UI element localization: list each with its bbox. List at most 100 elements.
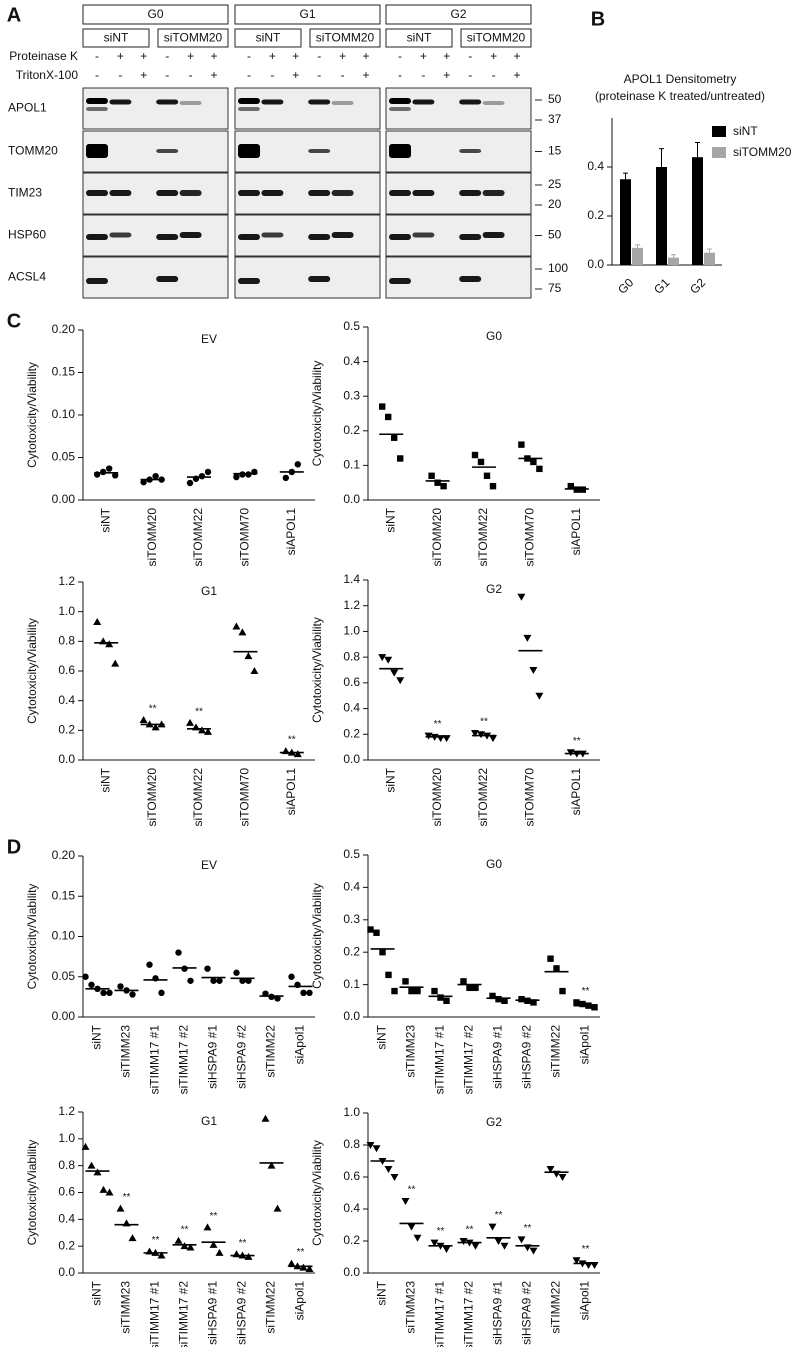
point xyxy=(282,474,289,482)
treatment-sign: - xyxy=(118,68,122,82)
point xyxy=(293,750,302,758)
band xyxy=(308,99,331,105)
point xyxy=(518,441,525,448)
blot-panel xyxy=(385,87,532,130)
point xyxy=(530,999,537,1006)
point xyxy=(239,977,246,984)
y-tick-label: 0.0 xyxy=(343,1009,360,1023)
x-tick-label: siApol1 xyxy=(293,1025,307,1065)
condition-label: siNT xyxy=(256,31,281,45)
point xyxy=(500,1242,509,1250)
y-tick-label: 1.0 xyxy=(58,604,75,618)
point xyxy=(244,652,253,660)
condition-label: siTOMM20 xyxy=(467,31,526,45)
x-tick-label: siTIMM17 #2 xyxy=(177,1025,191,1095)
significance: ** xyxy=(480,717,488,728)
band xyxy=(261,190,284,196)
x-tick-label: siTOMM20 xyxy=(145,768,159,827)
x-tick-label: G0 xyxy=(615,275,636,296)
chart-title: EV xyxy=(201,332,217,346)
point xyxy=(477,458,485,466)
point xyxy=(430,1239,439,1247)
point xyxy=(384,656,393,664)
point xyxy=(305,1264,314,1272)
y-tick-label: 1.2 xyxy=(58,574,75,588)
y-tick-label: 0.5 xyxy=(343,847,360,861)
point xyxy=(536,465,543,473)
band xyxy=(482,232,505,238)
point xyxy=(379,949,386,956)
point xyxy=(180,1242,189,1250)
band xyxy=(109,99,132,105)
band xyxy=(412,190,435,196)
point xyxy=(204,727,212,735)
significance: ** xyxy=(195,707,203,718)
band xyxy=(179,232,202,238)
mw-marker: 50 xyxy=(548,228,562,242)
chart-title: G0 xyxy=(486,857,502,871)
band xyxy=(459,149,482,153)
y-tick-label: 0.4 xyxy=(343,1201,360,1215)
y-tick-label: 0.4 xyxy=(343,701,360,715)
x-tick-label: siNT xyxy=(98,507,112,532)
y-tick-label: 0.4 xyxy=(58,693,75,707)
group-label: G2 xyxy=(450,7,466,21)
x-tick-label: siNT xyxy=(90,1280,104,1305)
point xyxy=(294,461,301,468)
point xyxy=(117,983,124,990)
treatment-sign: - xyxy=(468,49,472,63)
y-tick-label: 0.0 xyxy=(343,492,360,506)
point xyxy=(81,1142,90,1150)
mw-marker: 75 xyxy=(548,281,562,295)
point xyxy=(402,978,409,985)
point xyxy=(216,977,223,984)
significance: ** xyxy=(152,1235,160,1246)
blot-panel xyxy=(234,256,381,299)
point xyxy=(471,1242,480,1250)
point xyxy=(414,987,421,995)
point xyxy=(558,1174,567,1181)
y-tick-label: 1.2 xyxy=(58,1104,75,1118)
y-axis-label: Cytotoxicity/Viability xyxy=(25,1140,39,1246)
y-tick-label: 0.00 xyxy=(52,492,76,506)
condition-label: siTOMM20 xyxy=(164,31,223,45)
point xyxy=(517,593,526,601)
y-tick-label: 0.4 xyxy=(343,354,360,368)
point xyxy=(460,978,467,985)
point xyxy=(287,1259,296,1267)
point xyxy=(488,1223,497,1231)
y-tick-label: 0.8 xyxy=(343,1137,360,1151)
treatment-sign: + xyxy=(210,68,217,82)
point xyxy=(495,995,502,1003)
point xyxy=(204,965,211,972)
point xyxy=(181,965,188,972)
y-tick-label: 0.3 xyxy=(343,912,360,926)
x-tick-label: G2 xyxy=(687,275,708,296)
band xyxy=(238,278,260,284)
significance: ** xyxy=(149,704,157,715)
y-tick-label: 0.2 xyxy=(343,944,360,958)
point xyxy=(428,472,435,479)
y-axis-label: Cytotoxicity/Viability xyxy=(310,361,324,467)
point xyxy=(489,482,497,490)
point xyxy=(483,472,491,479)
significance: ** xyxy=(288,735,296,746)
point xyxy=(517,1236,526,1244)
x-tick-label: siTIMM22 xyxy=(264,1281,278,1334)
band xyxy=(459,99,482,105)
panel-label: C xyxy=(7,310,21,332)
y-tick-label: 0.4 xyxy=(343,880,360,894)
treatment-sign: - xyxy=(95,68,99,82)
condition-box xyxy=(157,28,229,48)
point xyxy=(535,692,544,700)
band xyxy=(412,99,435,105)
point xyxy=(300,989,307,997)
band xyxy=(331,232,354,238)
y-tick-label: 0.4 xyxy=(58,1212,75,1226)
y-tick-label: 1.0 xyxy=(343,624,360,638)
legend-swatch xyxy=(712,147,726,158)
x-tick-label: siTOMM70 xyxy=(523,508,537,567)
band xyxy=(179,101,202,105)
x-tick-label: siTIMM17 #2 xyxy=(177,1281,191,1347)
